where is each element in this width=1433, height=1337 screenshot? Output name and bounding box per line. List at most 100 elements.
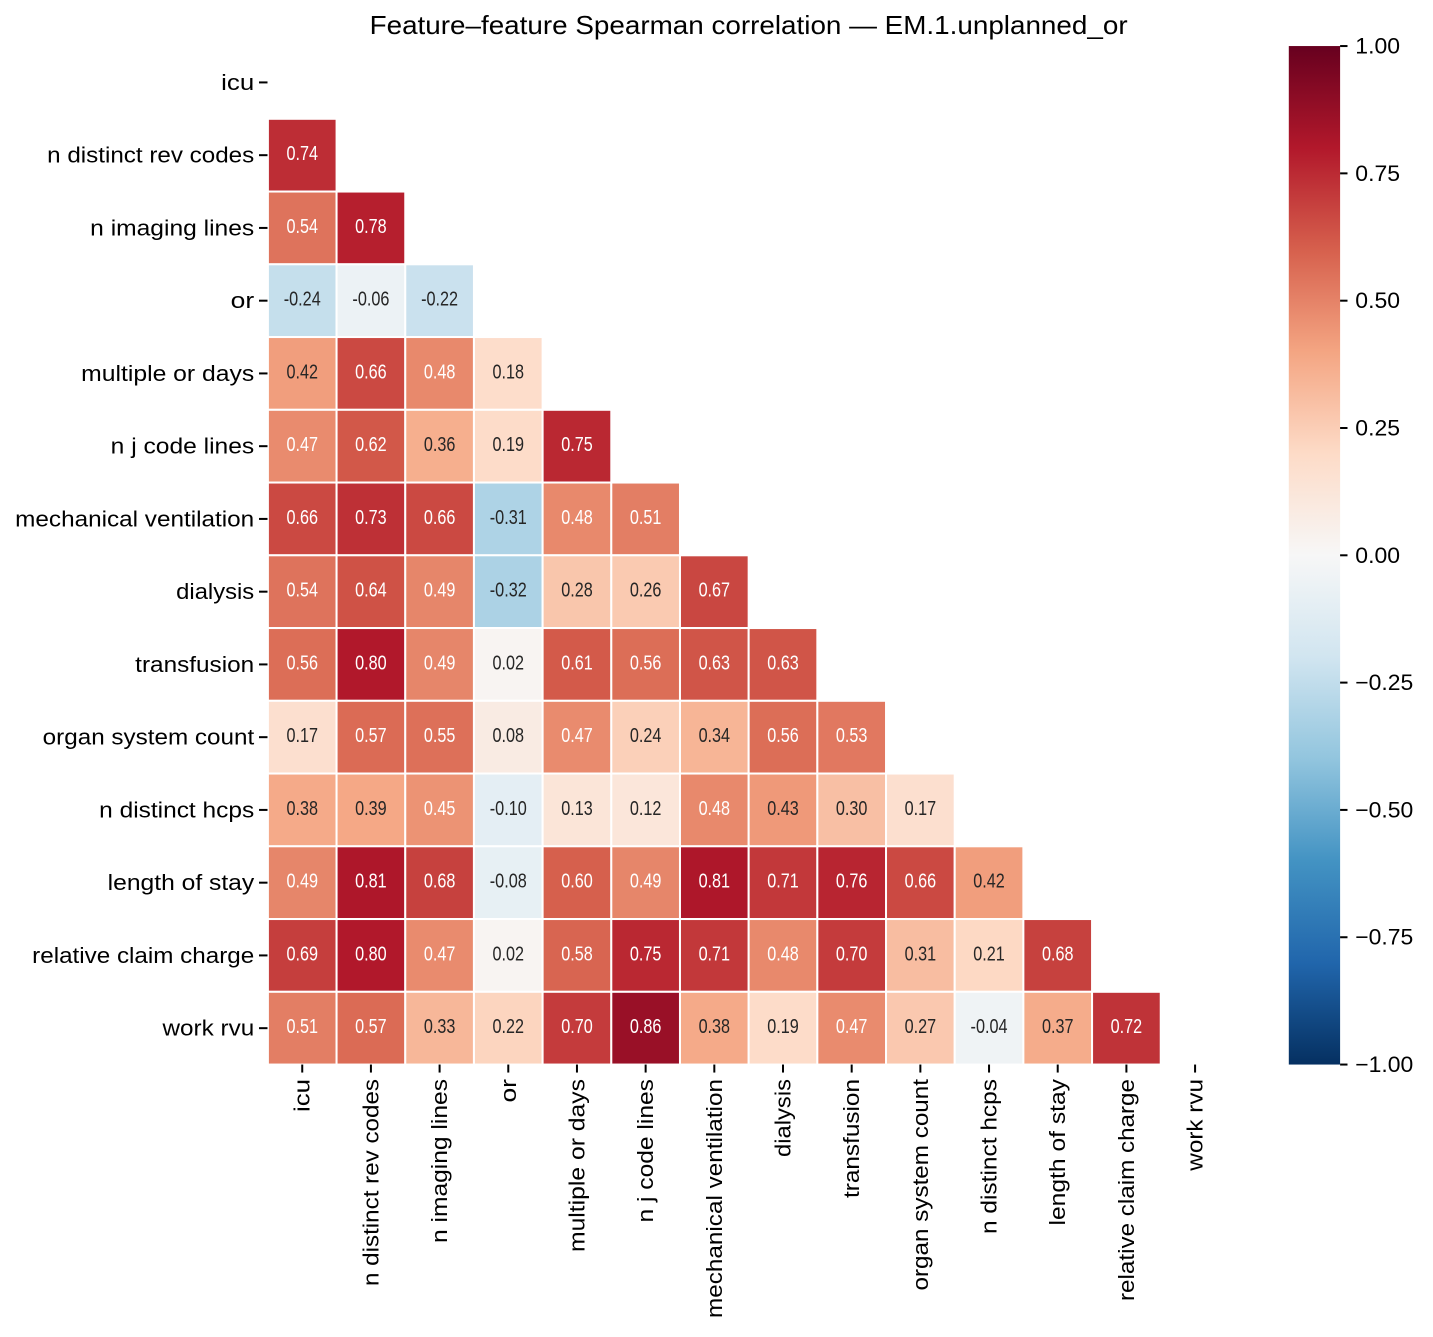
svg-text:0.26: 0.26 [630,580,662,602]
svg-text:0.13: 0.13 [561,798,593,820]
svg-text:length of stay: length of stay [108,870,255,895]
svg-text:0.24: 0.24 [630,725,662,747]
svg-text:0.75: 0.75 [1355,161,1400,186]
svg-text:0.51: 0.51 [630,507,662,529]
svg-text:0.75: 0.75 [561,434,593,456]
svg-text:icu: icu [221,70,254,95]
svg-text:dialysis: dialysis [176,579,254,604]
svg-text:transfusion: transfusion [839,1079,864,1198]
svg-text:0.47: 0.47 [424,943,456,965]
svg-text:-0.04: -0.04 [971,1016,1008,1038]
svg-text:0.34: 0.34 [699,725,731,747]
svg-text:0.31: 0.31 [905,943,937,965]
svg-text:n j code lines: n j code lines [111,434,255,459]
svg-text:0.73: 0.73 [355,507,387,529]
svg-text:-0.24: -0.24 [284,289,321,311]
svg-text:0.42: 0.42 [286,361,318,383]
svg-text:organ system count: organ system count [43,725,255,750]
svg-text:0.38: 0.38 [286,798,318,820]
svg-text:dialysis: dialysis [771,1079,796,1157]
svg-text:0.66: 0.66 [355,361,387,383]
svg-text:transfusion: transfusion [135,652,254,677]
svg-text:0.68: 0.68 [1042,943,1074,965]
svg-text:0.49: 0.49 [424,652,456,674]
svg-text:0.47: 0.47 [286,434,318,456]
svg-text:0.66: 0.66 [905,871,937,893]
svg-text:−0.75: −0.75 [1355,925,1413,950]
svg-text:0.51: 0.51 [286,1016,318,1038]
svg-text:0.53: 0.53 [836,725,868,747]
svg-text:0.38: 0.38 [699,1016,731,1038]
svg-text:0.68: 0.68 [424,871,456,893]
svg-text:0.48: 0.48 [699,798,731,820]
svg-text:0.37: 0.37 [1042,1016,1074,1038]
svg-text:0.28: 0.28 [561,580,593,602]
svg-text:0.18: 0.18 [493,361,525,383]
svg-text:0.49: 0.49 [424,580,456,602]
svg-text:0.02: 0.02 [493,943,525,965]
svg-text:n imaging lines: n imaging lines [427,1079,452,1243]
svg-text:0.39: 0.39 [355,798,387,820]
svg-text:0.76: 0.76 [836,871,868,893]
svg-text:multiple or days: multiple or days [564,1079,589,1252]
svg-text:multiple or days: multiple or days [81,361,254,386]
svg-text:0.78: 0.78 [355,216,387,238]
svg-text:0.19: 0.19 [767,1016,799,1038]
svg-text:0.48: 0.48 [561,507,593,529]
svg-text:mechanical ventilation: mechanical ventilation [702,1079,727,1318]
svg-text:−0.50: −0.50 [1355,797,1413,822]
svg-text:0.50: 0.50 [1355,288,1400,313]
svg-text:0.49: 0.49 [286,871,318,893]
svg-text:0.63: 0.63 [767,652,799,674]
svg-text:Feature–feature Spearman corre: Feature–feature Spearman correlation — E… [370,10,1128,40]
svg-text:0.71: 0.71 [767,871,799,893]
svg-text:0.58: 0.58 [561,943,593,965]
svg-text:-0.32: -0.32 [490,580,527,602]
svg-text:0.69: 0.69 [286,943,318,965]
svg-text:0.70: 0.70 [561,1016,593,1038]
svg-text:0.75: 0.75 [630,943,662,965]
svg-text:mechanical ventilation: mechanical ventilation [15,506,254,531]
svg-text:1.00: 1.00 [1355,34,1400,59]
svg-text:n distinct rev codes: n distinct rev codes [358,1079,383,1286]
svg-text:0.80: 0.80 [355,943,387,965]
svg-text:0.80: 0.80 [355,652,387,674]
svg-text:0.17: 0.17 [286,725,318,747]
svg-text:0.25: 0.25 [1355,415,1400,440]
svg-text:0.21: 0.21 [973,943,1005,965]
svg-text:icu: icu [290,1079,315,1112]
svg-text:0.12: 0.12 [630,798,662,820]
svg-text:0.02: 0.02 [493,652,525,674]
svg-text:0.30: 0.30 [836,798,868,820]
svg-text:0.33: 0.33 [424,1016,456,1038]
svg-text:0.86: 0.86 [630,1016,662,1038]
svg-text:0.67: 0.67 [699,580,731,602]
svg-text:relative claim charge: relative claim charge [1114,1079,1139,1301]
svg-text:0.56: 0.56 [286,652,318,674]
svg-text:or: or [496,1079,521,1103]
svg-text:or: or [231,288,255,313]
svg-text:-0.22: -0.22 [421,289,458,311]
svg-text:0.66: 0.66 [286,507,318,529]
svg-text:0.55: 0.55 [424,725,456,747]
svg-text:0.61: 0.61 [561,652,593,674]
svg-text:0.54: 0.54 [286,580,318,602]
svg-text:0.36: 0.36 [424,434,456,456]
svg-text:0.22: 0.22 [493,1016,525,1038]
svg-text:0.17: 0.17 [905,798,937,820]
svg-text:0.71: 0.71 [699,943,731,965]
svg-text:0.72: 0.72 [1111,1016,1143,1038]
svg-text:0.81: 0.81 [355,871,387,893]
svg-text:0.56: 0.56 [630,652,662,674]
svg-text:0.45: 0.45 [424,798,456,820]
svg-text:−1.00: −1.00 [1355,1052,1413,1077]
svg-text:0.00: 0.00 [1355,543,1400,568]
svg-text:0.60: 0.60 [561,871,593,893]
svg-text:-0.31: -0.31 [490,507,527,529]
svg-text:work rvu: work rvu [1183,1079,1208,1172]
svg-text:0.74: 0.74 [286,143,318,165]
svg-text:n distinct rev codes: n distinct rev codes [47,143,254,168]
svg-text:n imaging lines: n imaging lines [90,215,254,240]
svg-text:0.19: 0.19 [493,434,525,456]
svg-text:0.43: 0.43 [767,798,799,820]
